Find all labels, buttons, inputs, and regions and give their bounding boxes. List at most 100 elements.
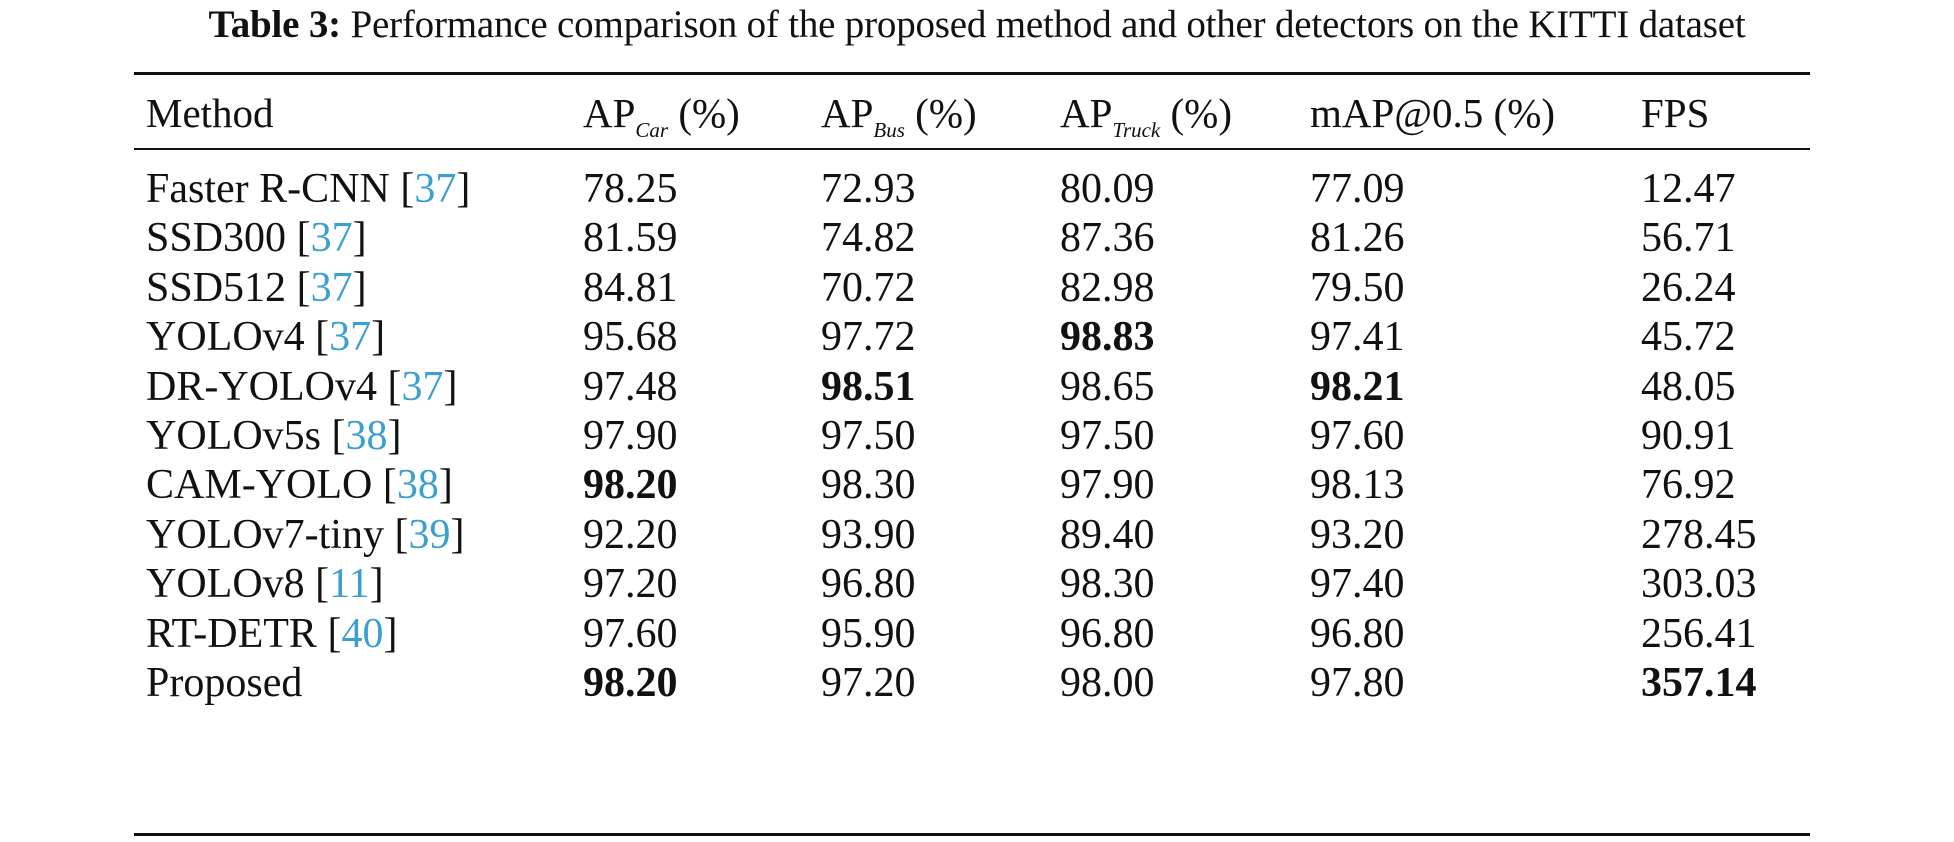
- table-header-rule: [134, 148, 1810, 150]
- method-name: SSD300: [146, 215, 287, 262]
- header-fps: FPS: [1641, 90, 1710, 136]
- cell-ap-bus: 97.20: [821, 660, 916, 706]
- citation-link[interactable]: 11: [329, 561, 370, 608]
- citation-link[interactable]: 37: [414, 166, 457, 212]
- cell-ap-bus: 98.51: [821, 363, 916, 410]
- table-row: Faster R-CNN [37] 78.25 72.93 80.09 77.09 12.…: [0, 158, 1954, 220]
- cell-map: 97.60: [1310, 413, 1405, 459]
- header-ap-truck: APTruck (%): [1060, 82, 1232, 144]
- header-ap-truck-unit: (%): [1170, 90, 1232, 136]
- cell-ap-truck: 98.65: [1060, 363, 1155, 410]
- table-caption: Table 3: Performance comparison of the p…: [0, 0, 1954, 50]
- cell-ap-truck: 98.30: [1060, 561, 1155, 608]
- cell-ap-truck: 80.09: [1060, 166, 1155, 212]
- cell-ap-car: 97.60: [583, 610, 678, 657]
- citation-link[interactable]: 37: [401, 363, 444, 410]
- header-ap-car-unit: (%): [678, 90, 740, 136]
- cell-fps: 48.05: [1641, 363, 1736, 410]
- cell-map: 97.40: [1310, 561, 1405, 608]
- cell-map: 79.50: [1310, 264, 1405, 311]
- header-ap-car-base: AP: [583, 90, 636, 136]
- citation-link[interactable]: 40: [341, 610, 384, 657]
- table-row: Proposed 98.20 97.20 98.00 97.80 357.14: [0, 652, 1954, 714]
- method-name: Proposed: [146, 660, 303, 706]
- table-row: YOLOv8 [11] 97.20 96.80 98.30 97.40 303.03: [0, 553, 1954, 615]
- cell-fps: 303.03: [1641, 561, 1757, 608]
- header-method: Method: [146, 90, 274, 136]
- cell-method: Faster R-CNN [37]: [146, 166, 471, 212]
- cell-ap-car: 97.20: [583, 561, 678, 608]
- citation-link[interactable]: 37: [329, 314, 372, 361]
- cell-ap-car: 98.20: [583, 660, 678, 706]
- table-row: DR-YOLOv4 [37] 97.48 98.51 98.65 98.21 48.05: [0, 356, 1954, 418]
- cell-method: YOLOv4 [37]: [146, 314, 386, 361]
- table-row: CAM-YOLO [38] 98.20 98.30 97.90 98.13 76.92: [0, 454, 1954, 516]
- cell-method: SSD512 [37]: [146, 264, 367, 311]
- cell-map: 97.41: [1310, 314, 1405, 361]
- citation-link[interactable]: 38: [396, 462, 439, 509]
- table-header-row: Method APCar (%) APBus (%) APTruck (%) m…: [0, 82, 1954, 144]
- cell-ap-bus: 96.80: [821, 561, 916, 608]
- cell-map: 97.80: [1310, 660, 1405, 706]
- cell-ap-car: 97.48: [583, 363, 678, 410]
- header-ap-bus-base: AP: [821, 90, 874, 136]
- header-ap-car-subscript: Car: [635, 118, 669, 142]
- cell-fps: 90.91: [1641, 413, 1736, 459]
- cell-ap-car: 95.68: [583, 314, 678, 361]
- cell-fps: 357.14: [1641, 660, 1757, 706]
- cell-fps: 76.92: [1641, 462, 1736, 509]
- cell-ap-bus: 95.90: [821, 610, 916, 657]
- cell-ap-car: 78.25: [583, 166, 678, 212]
- citation-link[interactable]: 37: [310, 215, 353, 262]
- table-row: YOLOv5s [38] 97.90 97.50 97.50 97.60 90.91: [0, 405, 1954, 467]
- cell-ap-bus: 93.90: [821, 511, 916, 558]
- cell-ap-car: 97.90: [583, 413, 678, 459]
- cell-method: YOLOv8 [11]: [146, 561, 384, 608]
- header-ap-truck-base: AP: [1060, 90, 1113, 136]
- table-row: SSD512 [37] 84.81 70.72 82.98 79.50 26.24: [0, 257, 1954, 319]
- cell-ap-truck: 82.98: [1060, 264, 1155, 311]
- cell-ap-truck: 97.50: [1060, 413, 1155, 459]
- cell-ap-truck: 98.83: [1060, 314, 1155, 361]
- cell-ap-bus: 72.93: [821, 166, 916, 212]
- method-name: SSD512: [146, 264, 287, 311]
- table-bottom-rule: [134, 833, 1810, 836]
- method-name: CAM-YOLO: [146, 462, 373, 509]
- table-caption-label: Table 3:: [208, 3, 342, 46]
- cell-map: 98.21: [1310, 363, 1405, 410]
- header-ap-truck-subscript: Truck: [1112, 118, 1161, 142]
- cell-ap-truck: 87.36: [1060, 215, 1155, 262]
- cell-ap-truck: 96.80: [1060, 610, 1155, 657]
- table-top-rule: [134, 72, 1810, 75]
- header-ap-bus: APBus (%): [821, 82, 977, 144]
- cell-method: CAM-YOLO [38]: [146, 462, 453, 509]
- cell-ap-bus: 98.30: [821, 462, 916, 509]
- cell-fps: 45.72: [1641, 314, 1736, 361]
- table-caption-text: Performance comparison of the proposed m…: [350, 3, 1746, 46]
- header-map: mAP@0.5 (%): [1310, 90, 1556, 136]
- cell-method: YOLOv5s [38]: [146, 413, 402, 459]
- cell-ap-truck: 97.90: [1060, 462, 1155, 509]
- citation-link[interactable]: 38: [345, 413, 388, 459]
- cell-ap-bus: 70.72: [821, 264, 916, 311]
- cell-map: 98.13: [1310, 462, 1405, 509]
- citation-link[interactable]: 39: [408, 511, 451, 558]
- cell-method: SSD300 [37]: [146, 215, 367, 262]
- cell-method: Proposed: [146, 652, 302, 714]
- cell-fps: 26.24: [1641, 264, 1736, 311]
- method-name: Faster R-CNN: [146, 166, 390, 212]
- cell-fps: 256.41: [1641, 610, 1757, 657]
- header-ap-car: APCar (%): [583, 82, 740, 144]
- cell-ap-bus: 97.50: [821, 413, 916, 459]
- cell-ap-bus: 97.72: [821, 314, 916, 361]
- cell-fps: 278.45: [1641, 511, 1757, 558]
- cell-fps: 12.47: [1641, 166, 1736, 212]
- cell-ap-bus: 74.82: [821, 215, 916, 262]
- cell-method: YOLOv7-tiny [39]: [146, 511, 465, 558]
- citation-link[interactable]: 37: [310, 264, 353, 311]
- method-name: DR-YOLOv4: [146, 363, 377, 410]
- cell-ap-truck: 89.40: [1060, 511, 1155, 558]
- cell-ap-car: 84.81: [583, 264, 678, 311]
- cell-method: DR-YOLOv4 [37]: [146, 363, 458, 410]
- cell-map: 96.80: [1310, 610, 1405, 657]
